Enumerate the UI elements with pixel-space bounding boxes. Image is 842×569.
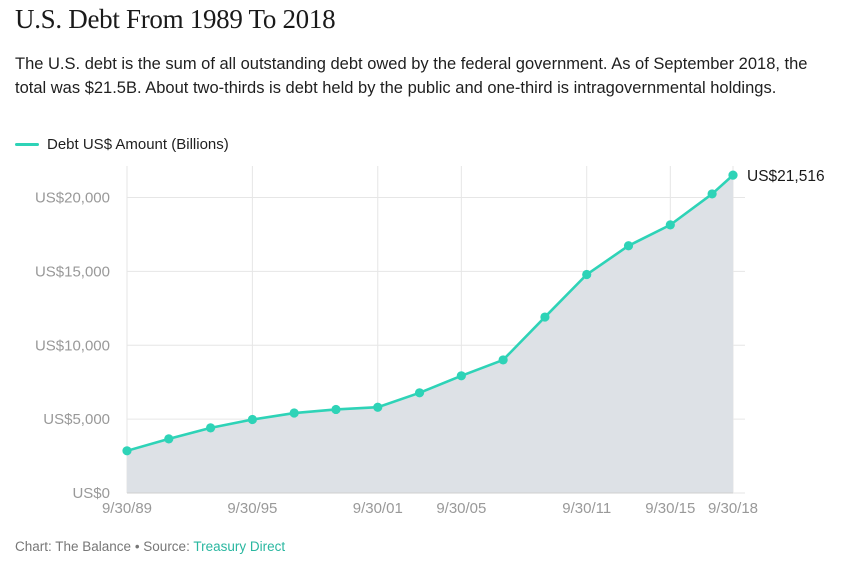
data-point xyxy=(414,388,425,398)
x-tick-label: 9/30/89 xyxy=(102,500,152,517)
y-tick-label: US$5,000 xyxy=(43,411,110,428)
y-tick-label: US$10,000 xyxy=(35,337,110,354)
x-tick-label: 9/30/15 xyxy=(645,500,695,517)
data-point xyxy=(623,241,634,251)
legend: Debt US$ Amount (Billions) xyxy=(15,136,229,153)
x-tick-label: 9/30/11 xyxy=(562,500,611,517)
data-point xyxy=(164,434,174,444)
x-tick-label: 9/30/01 xyxy=(353,500,403,517)
data-point xyxy=(247,414,257,425)
y-tick-label: US$15,000 xyxy=(35,263,110,280)
y-tick-label: US$0 xyxy=(72,485,110,502)
data-point xyxy=(456,371,466,381)
source-link[interactable]: Treasury Direct xyxy=(193,539,286,554)
data-point xyxy=(665,220,675,230)
legend-label: Debt US$ Amount (Billions) xyxy=(47,136,229,153)
x-tick-label: 9/30/05 xyxy=(436,500,486,517)
series-area xyxy=(127,175,733,493)
data-point xyxy=(205,423,216,433)
chart-title: U.S. Debt From 1989 To 2018 xyxy=(15,4,336,34)
x-tick-label: 9/30/18 xyxy=(708,500,758,517)
x-tick-label: 9/30/95 xyxy=(227,500,277,517)
data-point xyxy=(540,312,550,322)
y-tick-label: US$20,000 xyxy=(35,190,110,207)
footer-credit: Chart: The Balance • Source: xyxy=(15,539,194,554)
data-point xyxy=(331,404,341,415)
data-point xyxy=(498,355,508,365)
data-point xyxy=(289,408,299,418)
end-value-label: US$21,516 xyxy=(747,168,825,185)
chart-footer: Chart: The Balance • Source: Treasury Di… xyxy=(15,539,285,554)
series-line xyxy=(125,173,735,453)
data-point xyxy=(373,402,383,412)
data-point xyxy=(582,269,592,280)
chart-subtitle: The U.S. debt is the sum of all outstand… xyxy=(15,55,808,97)
data-point xyxy=(122,446,132,456)
legend-swatch xyxy=(15,143,39,146)
data-point xyxy=(707,189,717,199)
data-point xyxy=(728,170,738,180)
